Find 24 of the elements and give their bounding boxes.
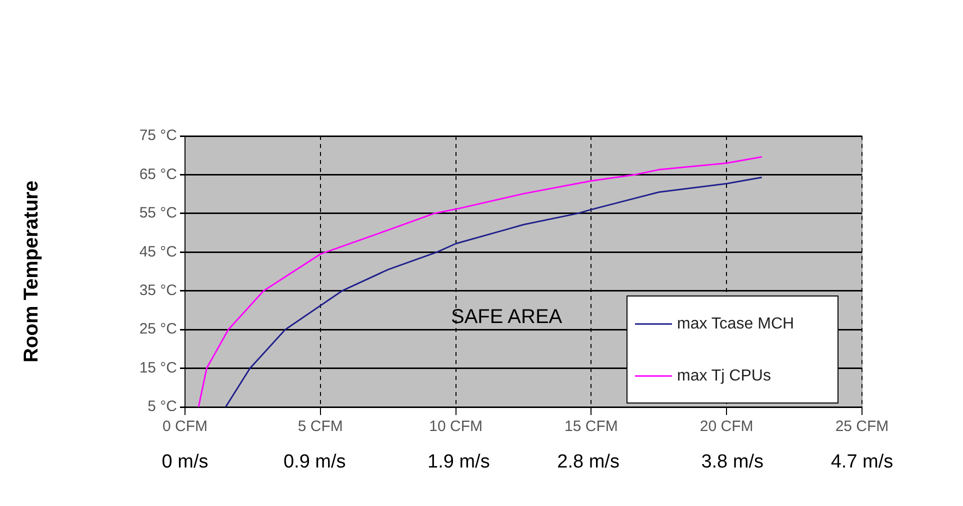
x2-tick-label: 3.8 m/s bbox=[701, 452, 764, 473]
y-tick-label: 45 °C bbox=[139, 243, 178, 260]
legend-label: max Tcase MCH bbox=[677, 315, 794, 332]
x2-tick-label: 1.9 m/s bbox=[428, 452, 490, 473]
y-tick-label: 5 °C bbox=[148, 398, 178, 416]
x2-tick-label: 2.8 m/s bbox=[557, 452, 620, 473]
x-tick-label: 5 CFM bbox=[298, 418, 343, 436]
x2-tick-label: 4.7 m/s bbox=[830, 452, 894, 473]
legend-label: max Tj CPUs bbox=[677, 367, 771, 384]
y-tick-label: 75 °C bbox=[139, 127, 178, 144]
y-tick-label: 35 °C bbox=[139, 282, 178, 299]
x-tick-label: 20 CFM bbox=[700, 418, 754, 436]
x-tick-label: 0 CFM bbox=[162, 418, 208, 436]
y-tick-label: 15 °C bbox=[139, 359, 178, 376]
x-tick-label: 25 CFM bbox=[835, 418, 889, 436]
x-tick-label: 15 CFM bbox=[564, 418, 618, 436]
y-tick-label: 55 °C bbox=[139, 204, 178, 222]
y-tick-label: 65 °C bbox=[139, 166, 178, 183]
x2-tick-label: 0 m/s bbox=[162, 452, 208, 473]
y-axis-title: Room Temperature bbox=[20, 180, 43, 362]
x-tick-label: 10 CFM bbox=[429, 418, 482, 436]
y-tick-label: 25 °C bbox=[139, 320, 178, 338]
annotation: SAFE AREA bbox=[450, 306, 563, 328]
x2-tick-label: 0.9 m/s bbox=[283, 452, 346, 473]
